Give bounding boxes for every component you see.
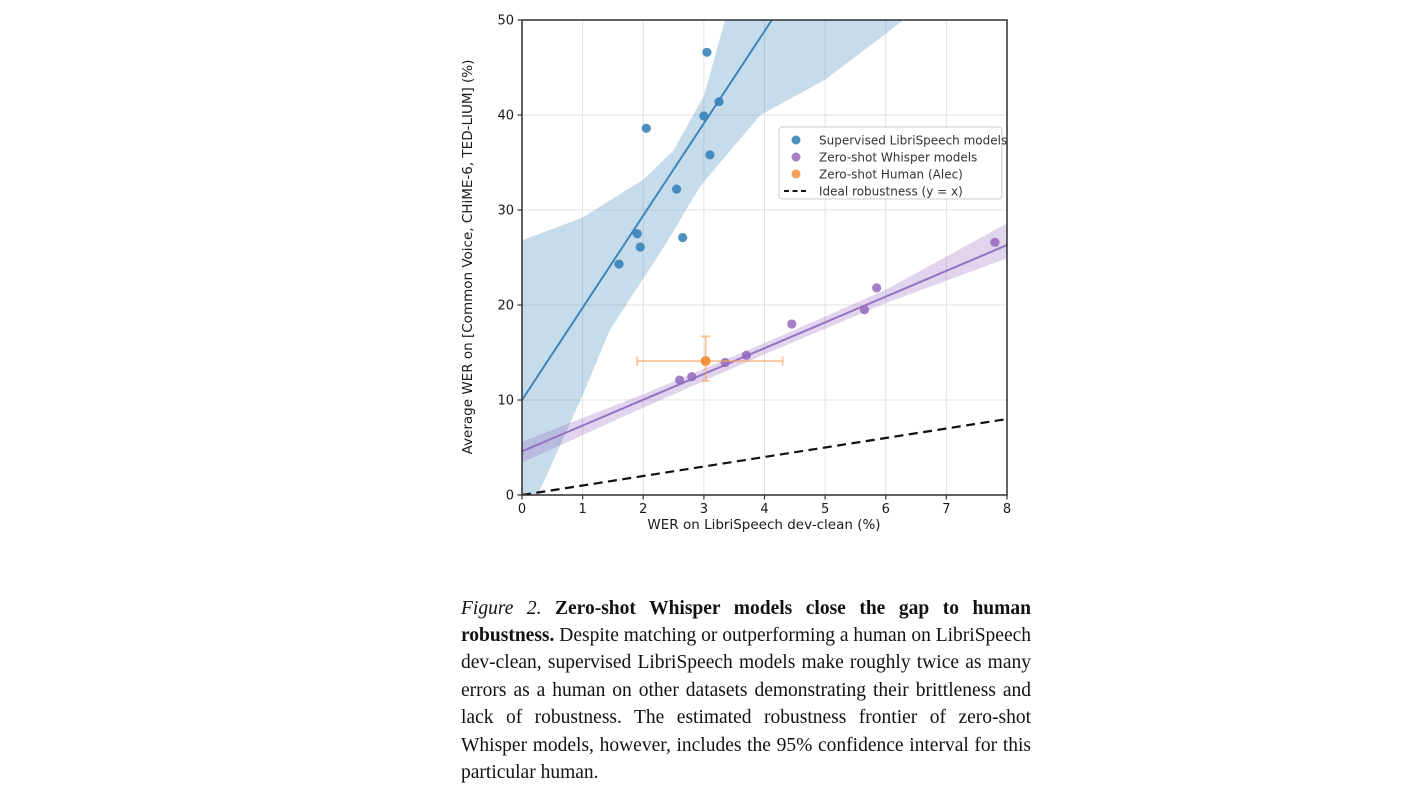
y-axis-label: Average WER on [Common Voice, CHiME-6, T… bbox=[460, 60, 476, 455]
legend-marker-dot bbox=[792, 136, 801, 145]
figure-2: 0 1 2 3 4 5 6 7 8 0 10 20 30 40 50 Supervised LibriSpee… bbox=[455, 5, 1025, 563]
x-tick-label: 3 bbox=[700, 502, 708, 517]
data-point bbox=[720, 358, 729, 367]
x-tick-label: 0 bbox=[518, 502, 526, 517]
data-point bbox=[642, 124, 651, 133]
data-point bbox=[687, 372, 696, 381]
figure-caption-body: Despite matching or outperforming a huma… bbox=[461, 625, 1031, 783]
data-point bbox=[614, 260, 623, 269]
data-point bbox=[990, 238, 999, 247]
x-tick-label: 7 bbox=[942, 502, 950, 517]
x-tick-label: 6 bbox=[882, 502, 890, 517]
figure-caption: Figure 2. Zero-shot Whisper models close… bbox=[461, 595, 1031, 786]
data-point bbox=[860, 305, 869, 314]
data-point bbox=[675, 375, 684, 384]
data-point bbox=[672, 185, 681, 194]
figure-caption-label: Figure 2. bbox=[461, 598, 542, 619]
legend-marker-dot bbox=[792, 153, 801, 162]
data-point bbox=[714, 97, 723, 106]
y-tick-label: 50 bbox=[497, 14, 514, 29]
x-axis-label: WER on LibriSpeech dev-clean (%) bbox=[647, 517, 880, 533]
y-tick-label: 40 bbox=[497, 109, 514, 124]
data-point bbox=[705, 150, 714, 159]
data-point bbox=[702, 48, 711, 57]
y-tick-label: 10 bbox=[497, 394, 514, 409]
y-tick-label: 0 bbox=[506, 489, 514, 504]
legend-label: Ideal robustness (y = x) bbox=[819, 184, 963, 198]
legend-label: Zero-shot Whisper models bbox=[819, 150, 977, 164]
data-point-human bbox=[701, 356, 711, 366]
legend-label: Supervised LibriSpeech models bbox=[819, 133, 1007, 147]
data-point bbox=[678, 233, 687, 242]
data-point bbox=[742, 351, 751, 360]
chart-svg: 0 1 2 3 4 5 6 7 8 0 10 20 30 40 50 Supervised LibriSpee… bbox=[455, 5, 1025, 563]
x-tick-label: 5 bbox=[821, 502, 829, 517]
y-tick-label: 20 bbox=[497, 299, 514, 314]
data-point bbox=[633, 229, 642, 238]
data-point bbox=[872, 283, 881, 292]
x-tick-label: 1 bbox=[578, 502, 586, 517]
x-tick-label: 2 bbox=[639, 502, 647, 517]
x-tick-label: 4 bbox=[760, 502, 768, 517]
legend-marker-dot bbox=[792, 170, 801, 179]
x-tick-label: 8 bbox=[1003, 502, 1011, 517]
data-point bbox=[636, 242, 645, 251]
legend-label: Zero-shot Human (Alec) bbox=[819, 167, 963, 181]
legend: Supervised LibriSpeech models Zero-shot W… bbox=[779, 127, 1007, 199]
data-point bbox=[699, 111, 708, 120]
data-point bbox=[787, 319, 796, 328]
y-tick-label: 30 bbox=[497, 204, 514, 219]
